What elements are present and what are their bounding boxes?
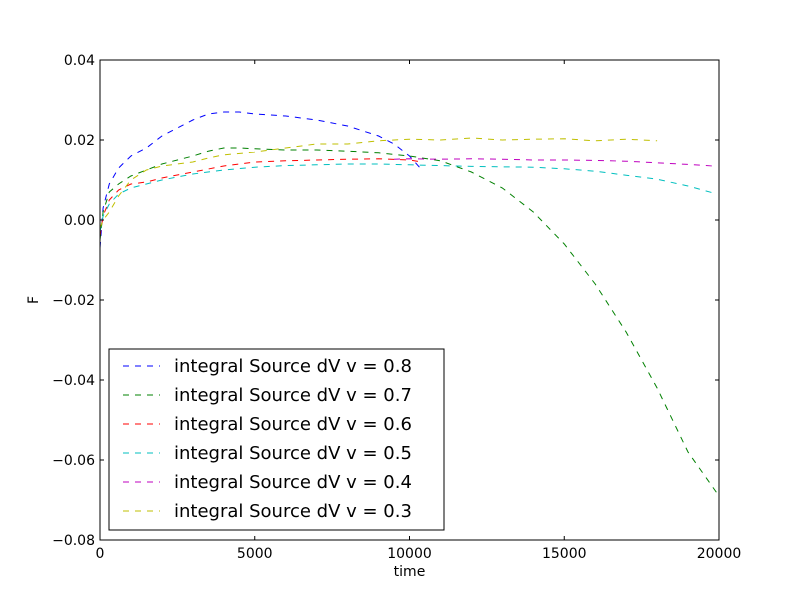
- x-tick-label: 0: [96, 546, 105, 562]
- y-tick-label: 0.04: [64, 53, 95, 69]
- legend-label: integral Source dV v = 0.8: [174, 356, 412, 377]
- legend-item: integral Source dV v = 0.7: [123, 385, 412, 406]
- legend: integral Source dV v = 0.8 integral Sourc…: [108, 348, 445, 531]
- legend-item: integral Source dV v = 0.4: [123, 472, 412, 493]
- series-line-1: [100, 147, 719, 497]
- y-axis-label: F: [26, 296, 42, 304]
- x-tick-label: 15000: [542, 546, 587, 562]
- x-axis: 0 5000 10000 15000 20000: [96, 60, 742, 562]
- legend-label: integral Source dV v = 0.5: [174, 443, 412, 464]
- series-line-0: [100, 111, 423, 249]
- legend-item: integral Source dV v = 0.8: [123, 356, 412, 377]
- series-line-5: [100, 137, 658, 229]
- legend-item: integral Source dV v = 0.6: [123, 414, 412, 435]
- y-tick-label: −0.06: [52, 453, 95, 469]
- x-tick-label: 20000: [697, 546, 742, 562]
- legend-label: integral Source dV v = 0.7: [174, 385, 412, 406]
- legend-label: integral Source dV v = 0.4: [174, 472, 412, 493]
- y-tick-label: 0.00: [64, 213, 95, 229]
- y-tick-label: −0.02: [52, 293, 95, 309]
- legend-label: integral Source dV v = 0.6: [174, 414, 412, 435]
- y-tick-label: −0.08: [52, 533, 95, 549]
- legend-label: integral Source dV v = 0.3: [174, 501, 412, 522]
- x-axis-label: time: [394, 564, 426, 580]
- legend-item: integral Source dV v = 0.5: [123, 443, 412, 464]
- plot-lines: [100, 111, 719, 497]
- y-tick-label: −0.04: [52, 373, 95, 389]
- y-axis: 0.04 0.02 0.00 −0.02 −0.04 −0.06 −0.08: [52, 53, 719, 549]
- series-line-4: [393, 158, 713, 167]
- legend-box: [108, 348, 445, 531]
- legend-item: integral Source dV v = 0.3: [123, 501, 412, 522]
- x-tick-label: 5000: [237, 546, 273, 562]
- y-tick-label: 0.02: [64, 133, 95, 149]
- x-tick-label: 10000: [387, 546, 432, 562]
